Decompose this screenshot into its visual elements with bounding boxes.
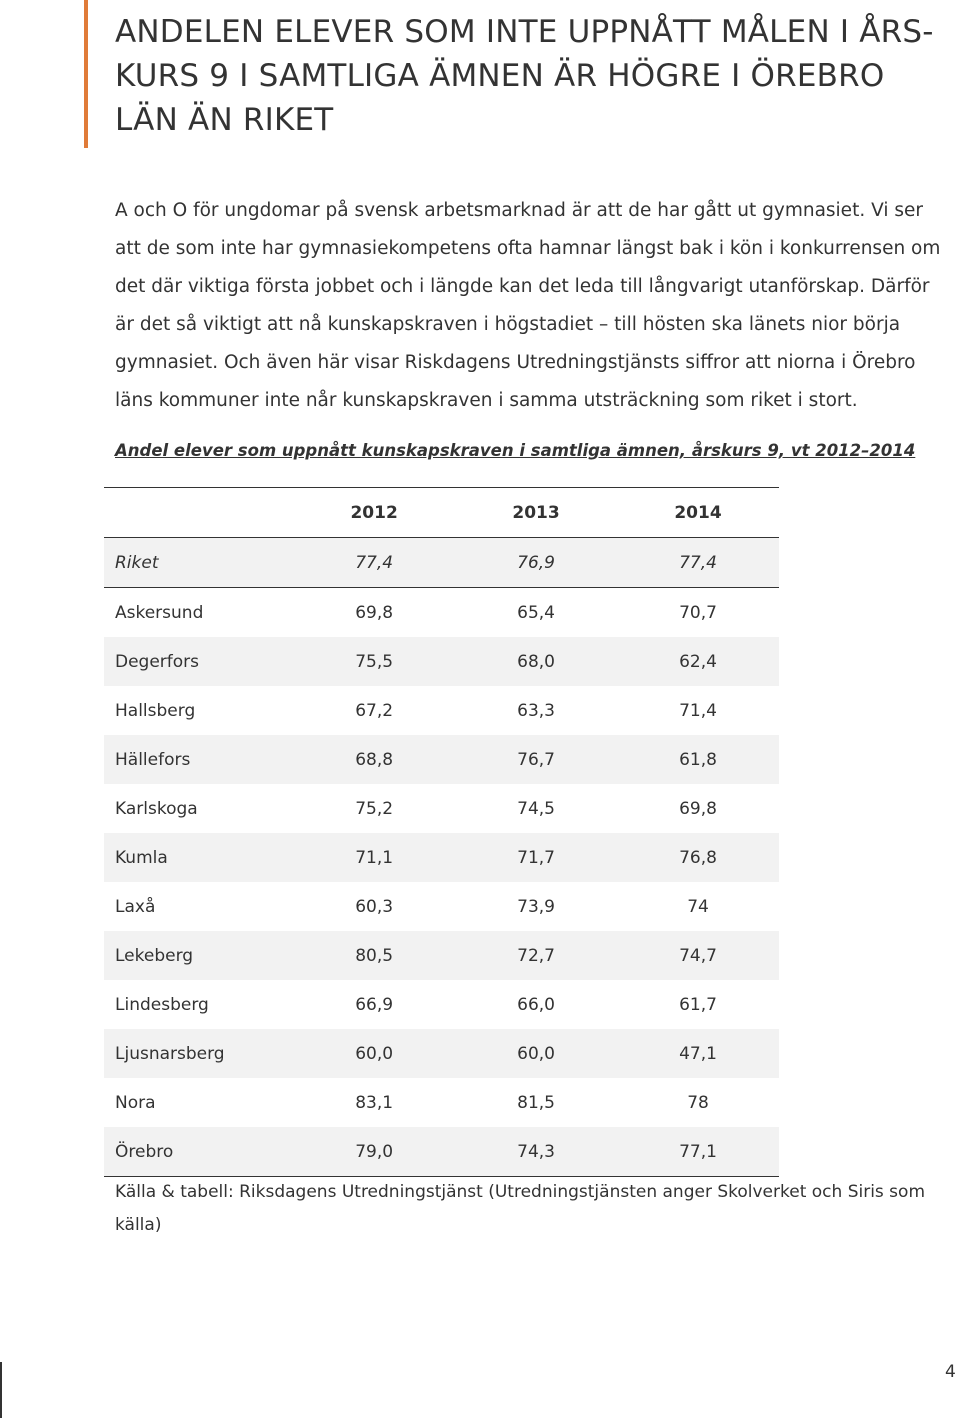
heading-accent-bar: [84, 0, 88, 148]
table-row: Degerfors 75,5 68,0 62,4: [104, 637, 779, 686]
cell-2013: 71,7: [455, 833, 618, 882]
cell-2013: 63,3: [517, 700, 555, 721]
cell-2014: 76,8: [617, 833, 779, 882]
body-paragraph: A och O för ungdomar på svensk arbetsmar…: [115, 200, 941, 411]
table-row: Kumla 71,1 71,7 76,8: [104, 833, 779, 882]
table-header-row: 2012 2013 2014: [104, 487, 779, 538]
cell-2014: 77,1: [617, 1127, 779, 1177]
cell-2012: 69,8: [355, 602, 394, 623]
cell-2013: 74,5: [517, 798, 555, 819]
cell-2012: 77,4: [293, 537, 456, 588]
row-name: Lindesberg: [115, 994, 209, 1015]
cell-2014: 61,7: [679, 994, 717, 1015]
cell-2013: 81,5: [517, 1092, 555, 1113]
cell-2013: 76,9: [455, 537, 618, 588]
cell-2014: 77,4: [617, 537, 779, 588]
cell-2013: 72,7: [455, 931, 618, 980]
row-name: Askersund: [115, 602, 204, 623]
page-heading: ANDELEN ELEVER SOM INTE UPPNÅTT MÅLEN I …: [115, 14, 934, 138]
table-row: Lekeberg 80,5 72,7 74,7: [104, 931, 779, 980]
table-row: Lindesberg 66,9 66,0 61,7: [104, 980, 779, 1029]
cell-2014: 61,8: [617, 735, 779, 784]
table-row: Askersund 69,8 65,4 70,7: [104, 588, 779, 638]
table-row: Laxå 60,3 73,9 74: [104, 882, 779, 931]
cell-2012: 83,1: [355, 1092, 394, 1113]
cell-2012: 75,2: [355, 798, 394, 819]
row-name: Nora: [115, 1092, 156, 1113]
cell-2013: 65,4: [517, 602, 555, 623]
cell-2012: 71,1: [293, 833, 456, 882]
cell-2014: 47,1: [617, 1029, 779, 1078]
cell-2012: 67,2: [355, 700, 394, 721]
cell-2013: 73,9: [517, 896, 555, 917]
page-corner-line: [0, 1362, 2, 1418]
row-name: Lekeberg: [104, 931, 294, 980]
cell-2013: 68,0: [455, 637, 618, 686]
cell-2014: 69,8: [679, 798, 717, 819]
row-name: Riket: [104, 537, 294, 588]
row-name: Hällefors: [104, 735, 294, 784]
table-row: Hallsberg 67,2 63,3 71,4: [104, 686, 779, 735]
table-row: Örebro 79,0 74,3 77,1: [104, 1127, 779, 1177]
cell-2014: 78: [687, 1092, 709, 1113]
cell-2014: 74: [687, 896, 709, 917]
cell-2014: 71,4: [679, 700, 717, 721]
cell-2013: 74,3: [455, 1127, 618, 1177]
header-cell-2012: 2012: [293, 487, 456, 538]
cell-2013: 76,7: [455, 735, 618, 784]
table-row: Ljusnarsberg 60,0 60,0 47,1: [104, 1029, 779, 1078]
row-name: Ljusnarsberg: [104, 1029, 294, 1078]
results-table: 2012 2013 2014 Riket 77,4 76,9 77,4 Aske…: [104, 487, 779, 1177]
cell-2012: 66,9: [355, 994, 394, 1015]
table-caption: Andel elever som uppnått kunskapskraven …: [115, 441, 916, 460]
cell-2014: 62,4: [617, 637, 779, 686]
cell-2013: 60,0: [455, 1029, 618, 1078]
source-note: Källa & tabell: Riksdagens Utredningstjä…: [115, 1182, 925, 1235]
cell-2014: 74,7: [617, 931, 779, 980]
row-name: Karlskoga: [115, 798, 198, 819]
cell-2012: 60,0: [293, 1029, 456, 1078]
cell-2012: 68,8: [293, 735, 456, 784]
cell-2012: 80,5: [293, 931, 456, 980]
header-cell-2013: 2013: [455, 487, 618, 538]
page-number: 4: [945, 1362, 956, 1382]
row-name: Hallsberg: [115, 700, 196, 721]
row-name: Degerfors: [104, 637, 294, 686]
table-row: Riket 77,4 76,9 77,4: [104, 537, 779, 588]
row-name: Örebro: [104, 1127, 294, 1177]
cell-2012: 60,3: [355, 896, 394, 917]
row-name: Laxå: [115, 896, 156, 917]
row-name: Kumla: [104, 833, 294, 882]
cell-2012: 79,0: [293, 1127, 456, 1177]
header-cell-name: [104, 487, 294, 538]
cell-2013: 66,0: [517, 994, 555, 1015]
header-cell-2014: 2014: [617, 487, 779, 538]
table-row: Karlskoga 75,2 74,5 69,8: [104, 784, 779, 833]
cell-2014: 70,7: [679, 602, 717, 623]
table-row: Hällefors 68,8 76,7 61,8: [104, 735, 779, 784]
table-row: Nora 83,1 81,5 78: [104, 1078, 779, 1127]
cell-2012: 75,5: [293, 637, 456, 686]
